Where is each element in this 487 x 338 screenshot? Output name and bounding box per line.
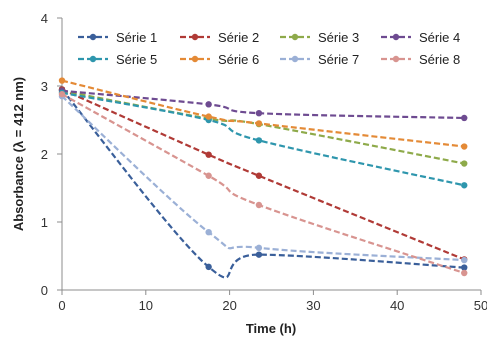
data-point: [255, 120, 263, 127]
data-point: [461, 160, 468, 167]
x-tick-label: 50: [474, 298, 487, 313]
series-6: [58, 77, 468, 150]
legend-entry: Série 8: [381, 52, 460, 67]
data-point: [255, 172, 263, 179]
series-layer: [58, 77, 468, 279]
x-tick-label: 30: [306, 298, 320, 313]
legend-marker: [191, 33, 199, 41]
data-point: [58, 90, 66, 98]
series-8: [58, 90, 468, 277]
data-point: [461, 182, 468, 189]
data-point: [205, 101, 212, 108]
data-point: [255, 244, 263, 252]
legend-label: Série 8: [419, 52, 460, 67]
data-point: [461, 143, 468, 150]
data-point: [255, 201, 263, 209]
legend-label: Série 6: [218, 52, 259, 67]
y-tick-label: 0: [41, 283, 48, 298]
data-point: [461, 264, 468, 271]
data-point: [58, 77, 66, 84]
x-tick-label: 0: [58, 298, 65, 313]
legend-marker: [291, 55, 299, 63]
x-tick-label: 10: [139, 298, 153, 313]
legend-label: Série 1: [116, 30, 157, 45]
legend-entry: Série 5: [78, 52, 157, 67]
y-tick-label: 3: [41, 79, 48, 94]
series-5: [58, 89, 468, 189]
legend-entry: Série 1: [78, 30, 157, 45]
x-tick-label: 40: [390, 298, 404, 313]
x-tick-label: 20: [222, 298, 236, 313]
data-point: [205, 151, 212, 158]
data-point: [205, 263, 212, 271]
data-point: [255, 251, 263, 258]
legend-entry: Série 7: [280, 52, 359, 67]
legend-entry: Série 3: [280, 30, 359, 45]
legend-label: Série 2: [218, 30, 259, 45]
series-line: [61, 91, 465, 187]
data-point: [255, 137, 263, 144]
series-line: [61, 88, 465, 279]
legend-label: Série 4: [419, 30, 460, 45]
legend-marker: [392, 55, 400, 63]
y-axis-label: Absorbance (λ = 412 nm): [11, 77, 26, 231]
series-line: [61, 95, 465, 262]
series-line: [61, 79, 465, 148]
legend-marker: [291, 33, 299, 41]
legend-entry: Série 2: [180, 30, 259, 45]
legend-marker: [191, 55, 199, 63]
legend-entry: Série 6: [180, 52, 259, 67]
legend-label: Série 5: [116, 52, 157, 67]
y-tick-label: 2: [41, 147, 48, 162]
data-point: [205, 229, 212, 236]
legend-marker: [392, 33, 400, 41]
legend-entry: Série 4: [381, 30, 460, 45]
y-tick-label: 4: [41, 11, 48, 26]
series-line: [61, 93, 465, 275]
data-point: [461, 114, 468, 122]
y-tick-label: 1: [41, 215, 48, 230]
x-axis-label: Time (h): [246, 321, 296, 336]
series-line: [61, 88, 465, 261]
legend: Série 1 Série 2 Série 3 Série 4 Série 5 Série…: [78, 30, 460, 67]
data-point: [205, 172, 212, 179]
legend-label: Série 3: [318, 30, 359, 45]
data-point: [255, 110, 263, 117]
data-point: [461, 269, 468, 277]
series-line: [61, 89, 465, 120]
legend-marker: [89, 55, 97, 63]
legend-label: Série 7: [318, 52, 359, 67]
data-point: [461, 256, 468, 264]
data-point: [205, 113, 212, 120]
legend-marker: [89, 33, 97, 41]
